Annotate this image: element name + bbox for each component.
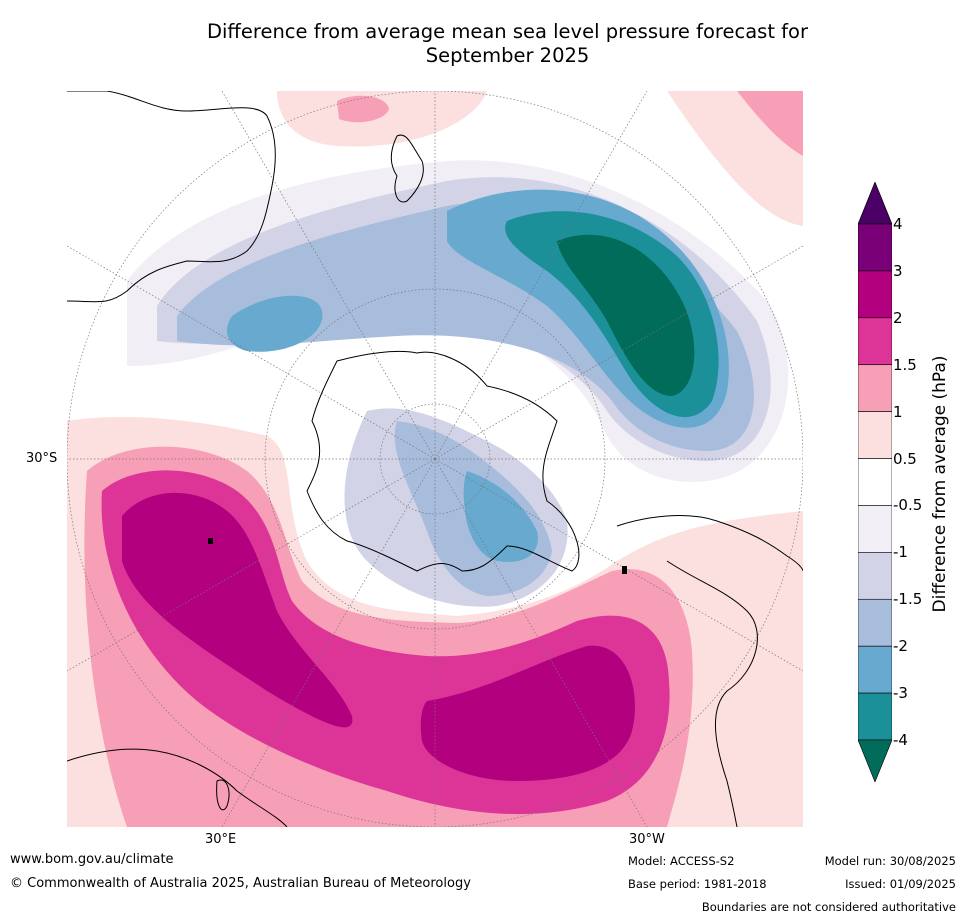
anomaly-band-1-1.5-n [337, 95, 389, 123]
new-zealand-coastline [390, 134, 424, 203]
colorbar-swatch [858, 645, 892, 694]
footer-model-run: Model run: 30/08/2025 [824, 854, 956, 868]
colorbar-tick-label: 3 [893, 261, 903, 280]
colorbar-swatch [858, 364, 892, 412]
colorbar-tick-label: 1 [893, 402, 903, 421]
colorbar-tick-label: 0.5 [893, 449, 917, 468]
colorbar-tick-label: 1.5 [893, 355, 917, 374]
island-marker [208, 538, 213, 544]
colorbar-swatch [858, 598, 892, 647]
footer-disclaimer: Boundaries are not considered authoritat… [701, 900, 956, 914]
colorbar-swatch [858, 505, 892, 553]
colorbar-swatch [858, 692, 892, 741]
south-america-coastline [616, 515, 803, 827]
anomaly-band-1-1.5-ne [737, 91, 803, 156]
colorbar-swatch [858, 458, 892, 506]
island-marker-2 [622, 566, 627, 574]
australia-coastline [67, 91, 276, 303]
pressure-anomaly-map [67, 91, 803, 827]
colorbar [858, 182, 892, 782]
colorbar-swatch [858, 223, 892, 272]
footer-model: Model: ACCESS-S2 [628, 854, 735, 868]
footer-copyright: © Commonwealth of Australia 2025, Austra… [10, 876, 471, 891]
colorbar-swatch [858, 317, 892, 366]
footer-base-period: Base period: 1981-2018 [628, 877, 767, 891]
africa-coastline [67, 748, 288, 827]
graticule [67, 91, 803, 827]
colorbar-tick-label: -1 [893, 543, 908, 562]
footer-url[interactable]: www.bom.gov.au/climate [10, 852, 174, 867]
anomaly-band-below-neg4 [557, 234, 695, 396]
lat-label-30s: 30°S [26, 451, 58, 466]
colorbar-tick-label: -4 [893, 731, 908, 749]
anomaly-band-2-3 [122, 492, 635, 781]
colorbar-tick-label: -2 [893, 637, 908, 656]
coastlines [67, 91, 803, 827]
colorbar-tick-label: -1.5 [893, 590, 923, 609]
colorbar-tick-label: 2 [893, 308, 903, 327]
colorbar-tick-label: -0.5 [893, 496, 923, 515]
colorbar-extend-min [858, 739, 892, 782]
colorbar-swatch [858, 552, 892, 600]
title-line-1: Difference from average mean sea level p… [207, 20, 808, 43]
colorbar-tick-label: -3 [893, 684, 908, 703]
antarctica-coastline [306, 350, 580, 572]
anomaly-band-0.5-1-n [277, 91, 487, 147]
footer-issued: Issued: 01/09/2025 [845, 877, 956, 891]
anomaly-band-neg-antarctica-3 [463, 471, 538, 562]
lon-label-30w: 30°W [629, 832, 665, 847]
colorbar-tick-label: 4 [893, 215, 903, 233]
title-line-2: September 2025 [425, 44, 590, 67]
map-title: Difference from average mean sea level p… [0, 20, 965, 68]
colorbar-title: Difference from average (hPa) [930, 355, 950, 613]
colorbar-swatch [858, 270, 892, 319]
madagascar-coastline [216, 779, 230, 811]
colorbar-swatch [858, 411, 892, 459]
lon-label-30e: 30°E [205, 832, 237, 847]
colorbar-extend-max [858, 182, 892, 225]
